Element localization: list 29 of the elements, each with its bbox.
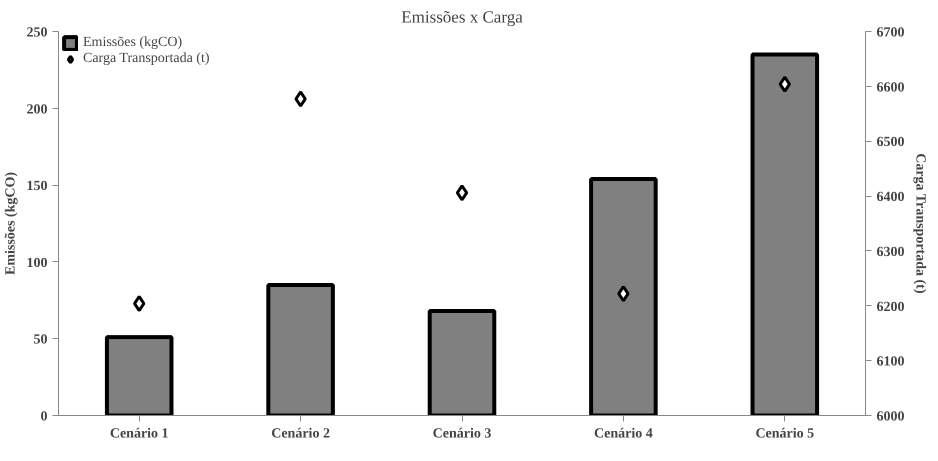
legend-label: Carga Transportada (t) [83, 51, 210, 67]
x-tick-label: Cenário 1 [110, 426, 169, 442]
y-tick-label: 200 [26, 102, 48, 118]
y-tick-label: 150 [26, 179, 48, 194]
y2-tick-label: 6300 [876, 244, 904, 260]
x-tick-label: Cenário 4 [594, 426, 653, 442]
point [456, 184, 468, 202]
y2-tick-label: 6200 [876, 300, 904, 315]
y2-tick-label: 6000 [876, 410, 904, 424]
y-tick-label: 0 [40, 410, 48, 424]
chart-title: Emissões x Carga [401, 8, 524, 26]
x-tick-label: Cenário 5 [755, 426, 814, 442]
y-tick-label: 100 [26, 256, 48, 271]
point [294, 90, 307, 108]
legend-label: Emissões (kgCO) [83, 35, 182, 51]
y2-tick-label: 6400 [876, 190, 904, 206]
point [617, 285, 630, 302]
point [133, 295, 146, 312]
y-tick-label: 250 [26, 26, 48, 40]
y2-tick-label: 6100 [876, 354, 904, 370]
y2-tick-label: 6500 [876, 135, 904, 150]
point [778, 76, 791, 93]
x-tick-label: Cenário 2 [271, 426, 330, 442]
y2-tick-label: 6700 [876, 26, 904, 40]
y2-axis-title: Carga Transportada (t) [912, 153, 928, 294]
y-axis-title: Emissões (kgCO) [4, 172, 18, 276]
y2-tick-label: 6600 [876, 80, 904, 96]
x-tick-label: Cenário 3 [432, 426, 492, 442]
y-tick-label: 50 [34, 332, 48, 348]
